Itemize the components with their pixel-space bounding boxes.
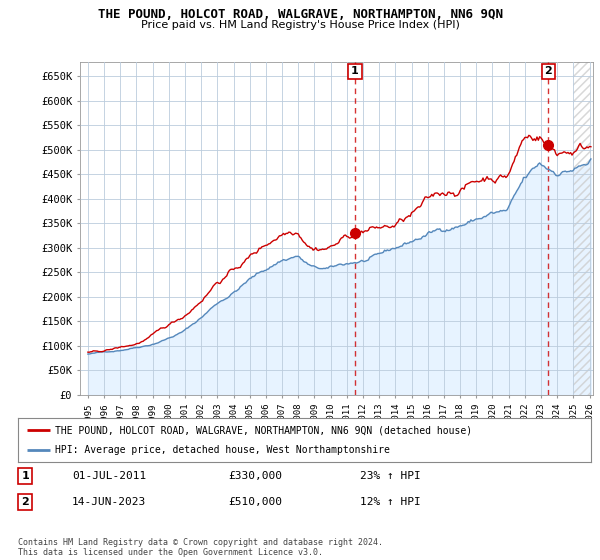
Text: Contains HM Land Registry data © Crown copyright and database right 2024.
This d: Contains HM Land Registry data © Crown c… (18, 538, 383, 557)
Text: £510,000: £510,000 (228, 497, 282, 507)
Text: 2: 2 (544, 67, 552, 76)
Text: 23% ↑ HPI: 23% ↑ HPI (360, 471, 421, 481)
Text: 12% ↑ HPI: 12% ↑ HPI (360, 497, 421, 507)
Text: £330,000: £330,000 (228, 471, 282, 481)
Text: THE POUND, HOLCOT ROAD, WALGRAVE, NORTHAMPTON, NN6 9QN (detached house): THE POUND, HOLCOT ROAD, WALGRAVE, NORTHA… (55, 425, 472, 435)
Text: 01-JUL-2011: 01-JUL-2011 (72, 471, 146, 481)
Text: Price paid vs. HM Land Registry's House Price Index (HPI): Price paid vs. HM Land Registry's House … (140, 20, 460, 30)
Text: HPI: Average price, detached house, West Northamptonshire: HPI: Average price, detached house, West… (55, 445, 390, 455)
Text: 2: 2 (22, 497, 29, 507)
Text: 1: 1 (351, 67, 359, 76)
Text: 1: 1 (22, 471, 29, 481)
Text: THE POUND, HOLCOT ROAD, WALGRAVE, NORTHAMPTON, NN6 9QN: THE POUND, HOLCOT ROAD, WALGRAVE, NORTHA… (97, 8, 503, 21)
Text: 14-JUN-2023: 14-JUN-2023 (72, 497, 146, 507)
